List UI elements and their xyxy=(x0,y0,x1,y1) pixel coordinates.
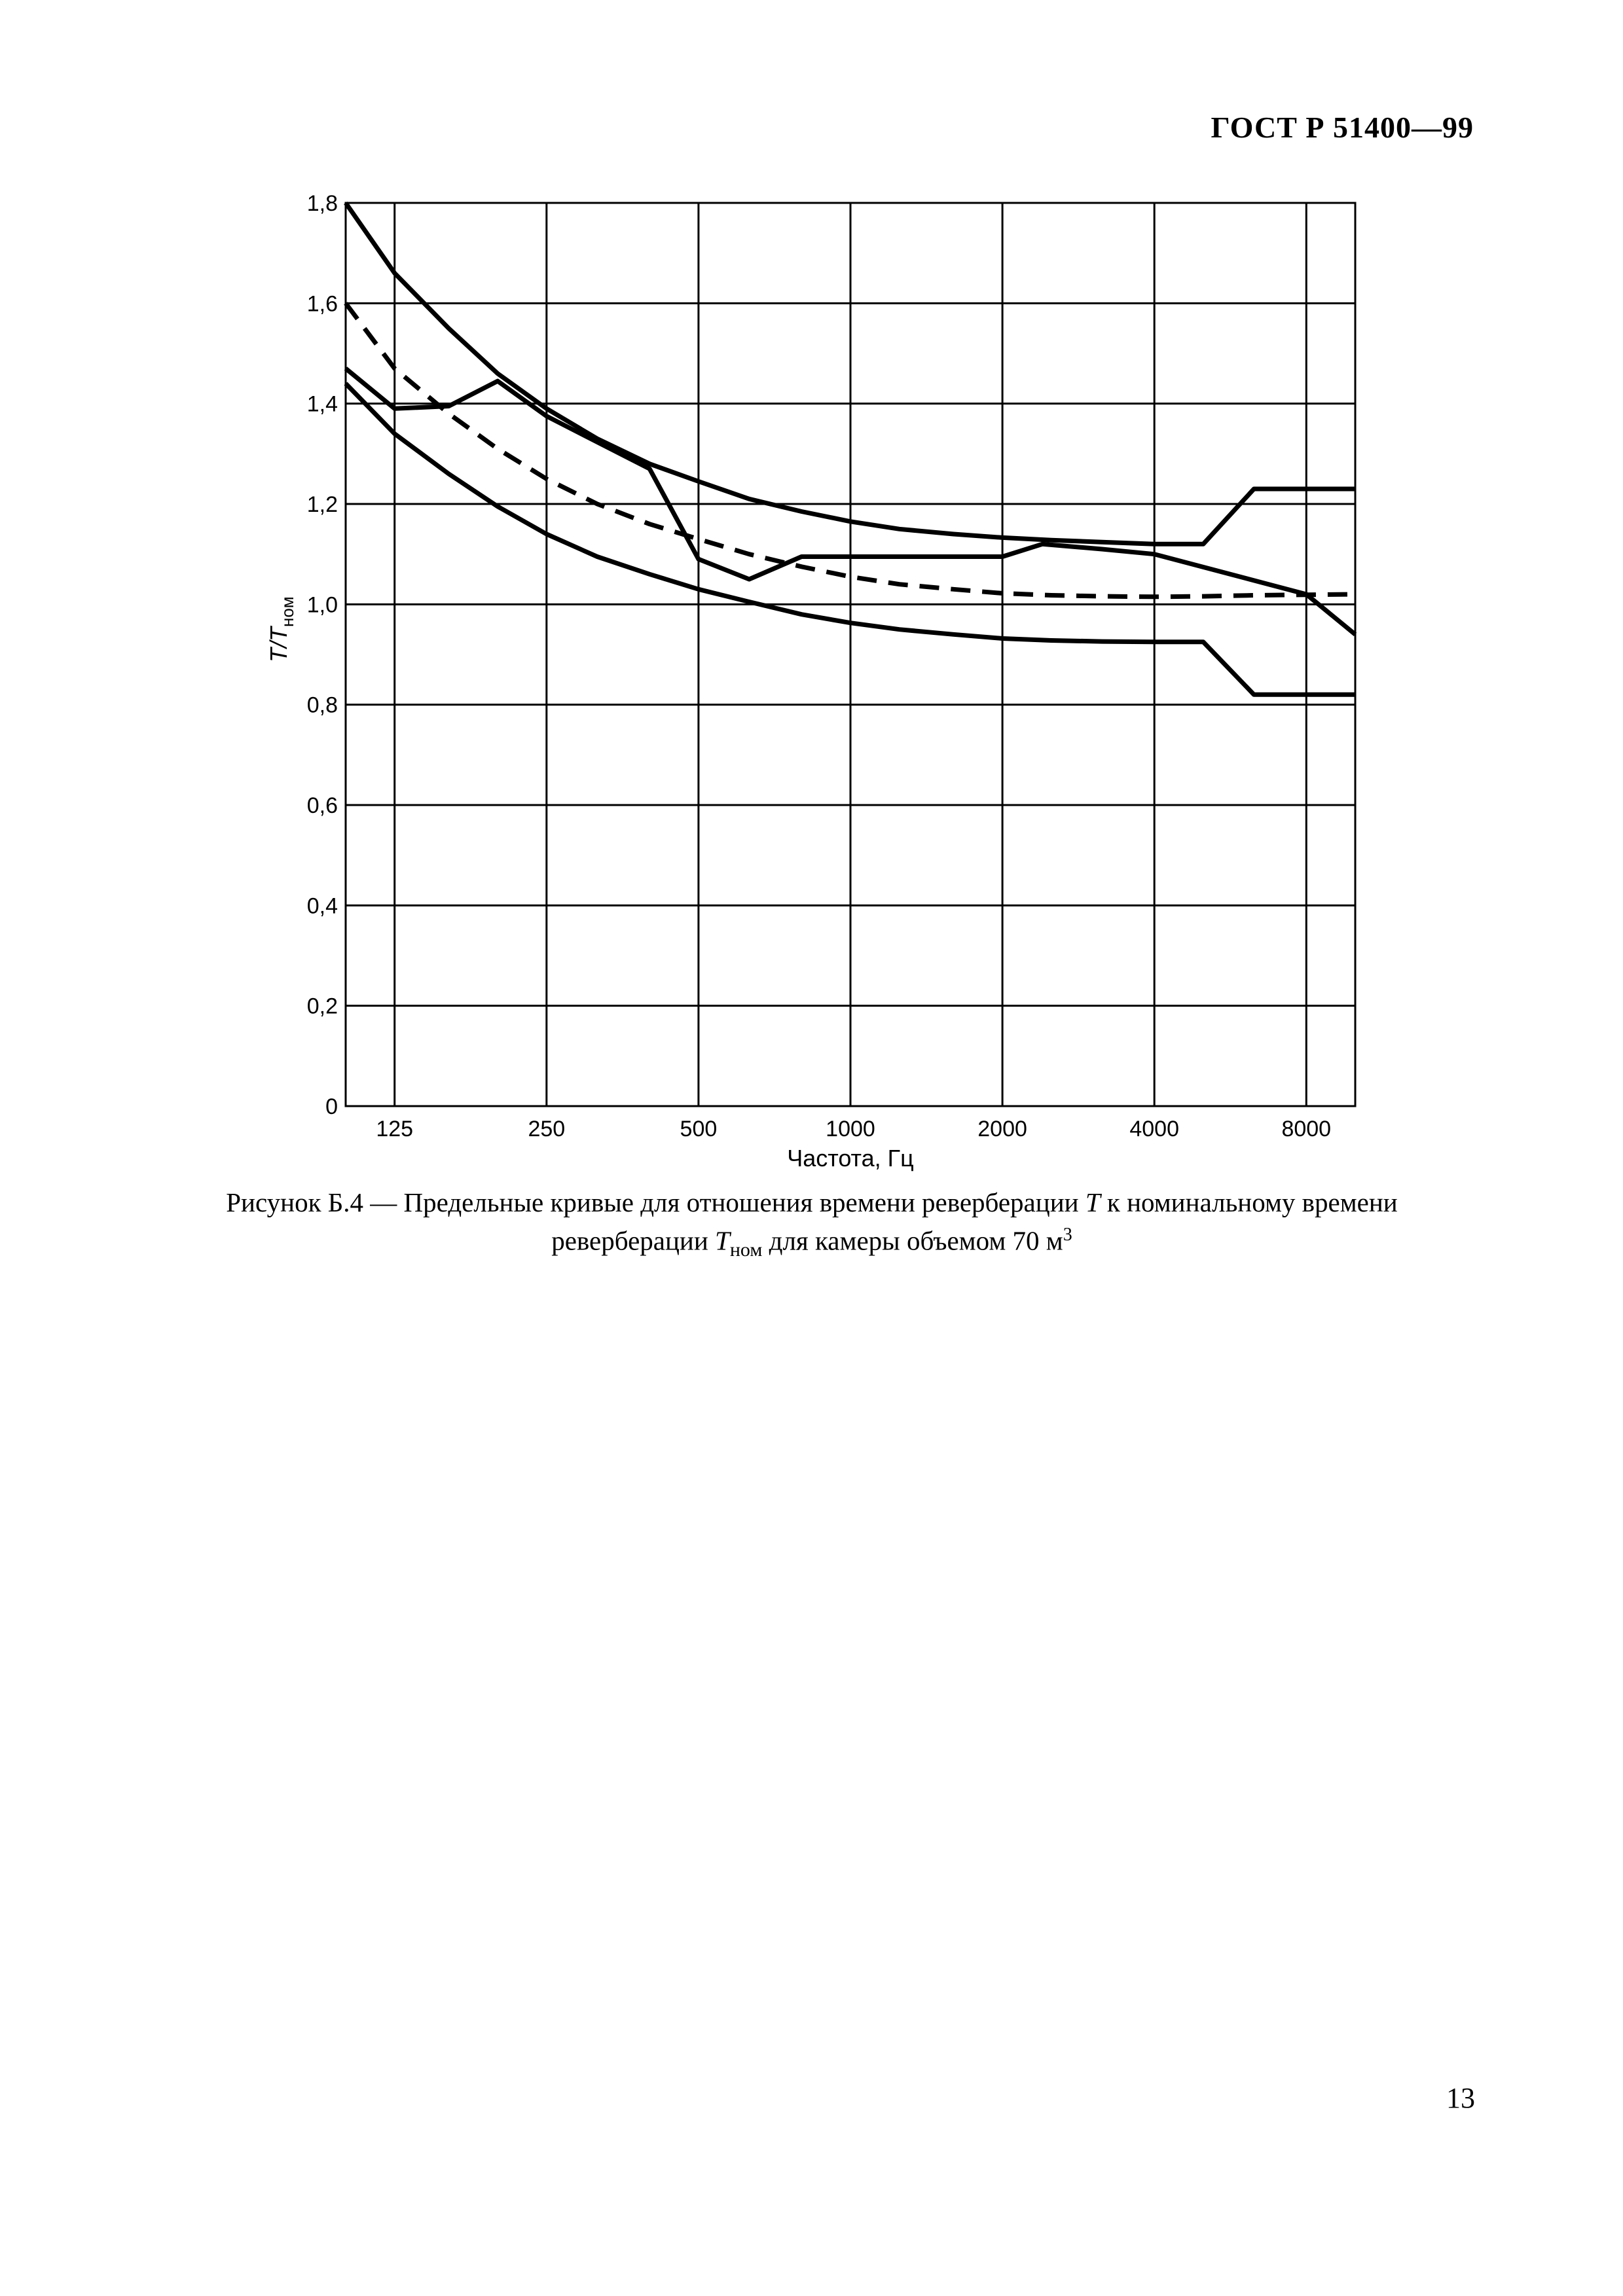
y-tick-label: 1,8 xyxy=(307,191,338,216)
caption-line1-start: Рисунок Б.4 — Предельные кривые для отно… xyxy=(226,1187,1085,1217)
y-tick-label: 0,4 xyxy=(307,893,338,918)
chart-grid xyxy=(346,202,1355,1107)
x-tick-label: 1000 xyxy=(826,1117,875,1141)
plot-frame xyxy=(344,202,1357,1107)
y-tick-label: 0,8 xyxy=(307,693,338,718)
y-axis-label-base: T/T xyxy=(265,625,292,662)
x-tick-label: 125 xyxy=(376,1117,413,1141)
y-tick-label: 0 xyxy=(325,1094,338,1119)
caption-var-t: T xyxy=(1085,1187,1101,1217)
page-number: 13 xyxy=(1446,2082,1475,2114)
document-header: ГОСТ Р 51400—99 xyxy=(1211,111,1474,144)
caption-line1-end: к номинальному времени xyxy=(1100,1187,1398,1217)
reverberation-chart: 0 0,2 0,4 0,6 0,8 1,0 1,2 1,4 1,6 1,8 125 250 500 10… xyxy=(265,191,1357,1172)
y-tick-label: 0,2 xyxy=(307,994,338,1019)
x-axis-label: Частота, Гц xyxy=(787,1145,914,1172)
caption-line2-end: для камеры объемом 70 м xyxy=(762,1225,1063,1256)
x-tick-label: 250 xyxy=(528,1117,565,1141)
series-line-1 xyxy=(344,202,1355,547)
figure-caption: Рисунок Б.4 — Предельные кривые для отно… xyxy=(170,1186,1453,1266)
x-tick-labels: 125 250 500 1000 2000 4000 8000 xyxy=(376,1117,1331,1141)
x-tick-label: 8000 xyxy=(1281,1117,1331,1141)
y-tick-label: 1,4 xyxy=(307,392,338,417)
y-tick-label: 1,0 xyxy=(307,592,338,617)
y-tick-label: 1,6 xyxy=(307,291,338,316)
x-tick-label: 500 xyxy=(680,1117,718,1141)
y-tick-labels: 0 0,2 0,4 0,6 0,8 1,0 1,2 1,4 1,6 1,8 xyxy=(307,191,338,1119)
y-tick-label: 1,2 xyxy=(307,492,338,517)
series-line-4 xyxy=(344,367,1357,637)
x-tick-label: 2000 xyxy=(977,1117,1027,1141)
y-tick-label: 0,6 xyxy=(307,793,338,818)
chart-series xyxy=(344,202,1357,697)
y-axis-label: T/Tном xyxy=(265,596,297,662)
caption-line2-start: реверберации xyxy=(551,1225,716,1256)
x-tick-label: 4000 xyxy=(1129,1117,1179,1141)
series-line-2 xyxy=(344,382,1355,697)
caption-var-tnom-sub: ном xyxy=(729,1238,763,1261)
y-axis-label-sub: ном xyxy=(278,596,297,627)
caption-var-tnom: T xyxy=(715,1225,730,1256)
series-line-3 xyxy=(344,302,1356,600)
caption-superscript: 3 xyxy=(1063,1225,1072,1245)
